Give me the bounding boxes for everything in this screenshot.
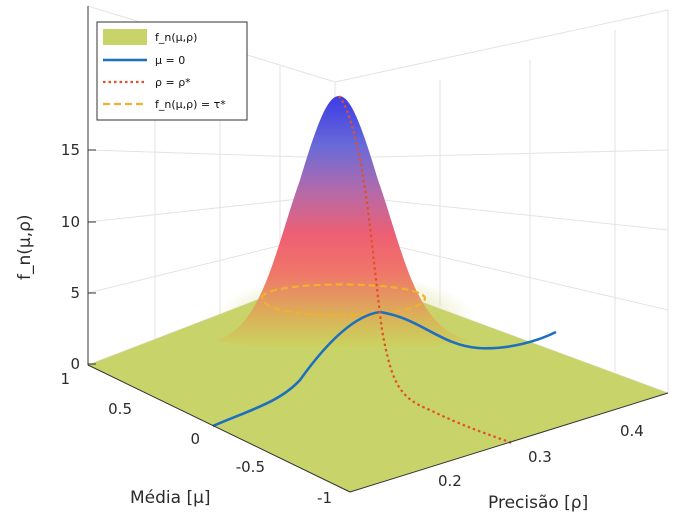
z-tick-label: 10 [61, 213, 80, 231]
y-tick-label: 0.4 [620, 422, 644, 440]
y-tick-label: 0.2 [438, 472, 462, 490]
x-axis-label: Média [μ] [130, 488, 211, 508]
legend-label: μ = 0 [155, 54, 185, 67]
z-tick-label: 5 [70, 284, 80, 302]
grid-line [334, 194, 669, 231]
legend-label: f_n(μ,ρ) [155, 31, 197, 44]
grid-line [334, 149, 669, 159]
rho-star-curve [338, 95, 513, 445]
x-tick-label: 0.5 [108, 400, 132, 418]
surface-peak [215, 96, 470, 349]
y-axis-label: Precisão [ρ] [488, 493, 588, 513]
x-tick-label: -1 [317, 489, 332, 507]
y-axis [349, 392, 669, 493]
x-ticks: 1 0.5 0 -0.5 -1 [60, 370, 332, 507]
x-tick-label: 1 [60, 370, 70, 388]
y-ticks: 0.2 0.3 0.4 [438, 422, 644, 490]
z-axis-label: f_n(μ,ρ) [15, 214, 35, 280]
legend-label: f_n(μ,ρ) = τ* [155, 98, 226, 111]
z-tick-label: 15 [61, 141, 80, 159]
legend-label: ρ = ρ* [155, 76, 191, 89]
z-tick-label: 0 [70, 355, 80, 373]
z-ticks: 0 5 10 15 [61, 141, 96, 373]
grid-line [87, 149, 336, 159]
y-tick-label: 0.3 [528, 448, 552, 466]
x-tick-label: 0 [190, 430, 200, 448]
level-contour-line [260, 283, 427, 317]
axes [87, 6, 669, 493]
x-tick-label: -0.5 [236, 458, 265, 476]
legend: f_n(μ,ρ) μ = 0 ρ = ρ* f_n(μ,ρ) = τ* [96, 21, 248, 121]
x-axis [87, 364, 351, 493]
legend-patch [103, 29, 147, 45]
